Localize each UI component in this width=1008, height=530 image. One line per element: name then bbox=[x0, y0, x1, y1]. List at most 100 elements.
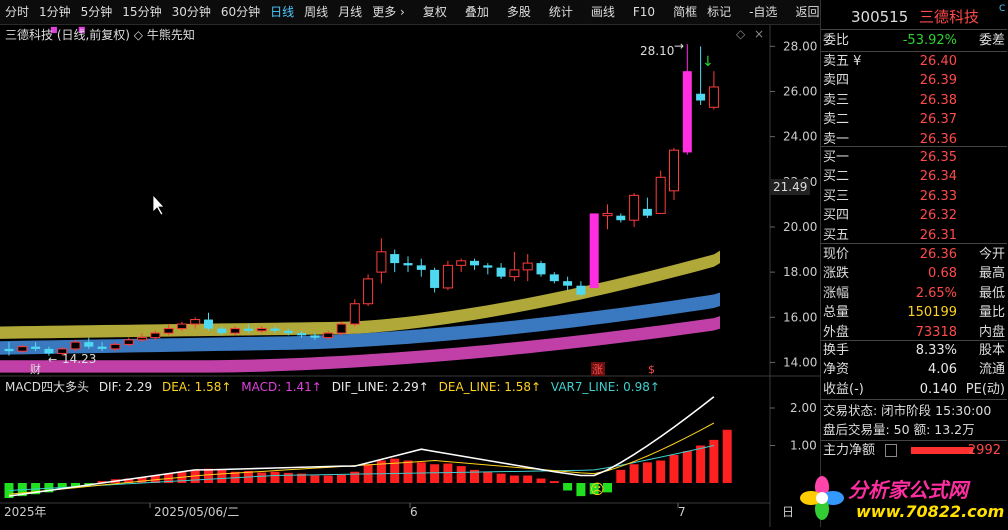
stat2-label2: 股本 bbox=[978, 343, 1005, 358]
macd-bar-red bbox=[323, 475, 333, 483]
macd-bar-red bbox=[310, 475, 320, 483]
candle-body bbox=[323, 332, 334, 339]
bid-label: 买四 bbox=[823, 208, 850, 224]
macd-bar-green bbox=[84, 483, 94, 485]
close-icon[interactable]: × bbox=[754, 27, 764, 41]
period-1min[interactable]: 1分钟 bbox=[39, 5, 71, 19]
overlay-button[interactable]: 叠加 bbox=[464, 5, 489, 19]
candle-body bbox=[297, 333, 307, 336]
stat2-label2: PE(动) bbox=[965, 381, 1005, 397]
stat2-value: 8.33% bbox=[915, 343, 957, 358]
period-60min[interactable]: 60分钟 bbox=[220, 5, 261, 19]
macd-bar-red bbox=[509, 475, 519, 483]
candle-body bbox=[270, 328, 280, 331]
period-15min[interactable]: 15分钟 bbox=[122, 5, 162, 19]
y-tick-label: 16.00 bbox=[783, 310, 817, 324]
svg-text:6: 6 bbox=[410, 505, 418, 519]
candle-body bbox=[708, 86, 719, 108]
sad-face-icon: ☹ bbox=[590, 482, 605, 498]
period-30min[interactable]: 30分钟 bbox=[171, 5, 211, 19]
bands-layer bbox=[0, 250, 720, 373]
indicator-macd: MACD: 1.41↑ bbox=[241, 380, 322, 394]
candle-body bbox=[217, 328, 227, 334]
diamond-icon[interactable]: ◇ bbox=[736, 27, 746, 41]
macd-bar-red bbox=[709, 439, 719, 483]
financial-marker: 财 bbox=[30, 362, 41, 376]
y-tick-label: 18.00 bbox=[783, 265, 817, 279]
f10-button[interactable]: F10 bbox=[632, 5, 656, 19]
y-tick-label: 24.00 bbox=[783, 130, 817, 144]
period-daily[interactable]: 日线 bbox=[270, 5, 295, 19]
divider bbox=[821, 340, 1007, 341]
top-dots: ■ ■ bbox=[50, 25, 85, 34]
after-hours-volume: 盘后交易量: 50 额: 13.2万 bbox=[823, 422, 975, 437]
macd-bar-red bbox=[656, 460, 666, 483]
macd-bar-red bbox=[376, 460, 386, 483]
multi-stock-button[interactable]: 多股 bbox=[506, 5, 531, 19]
watermark-logo: 分析家公式网 www.70822.com bbox=[798, 470, 1008, 527]
bid-label: 买五 bbox=[823, 227, 850, 243]
stat2-row-0: 换手 8.33% 股本 bbox=[823, 341, 1007, 360]
chart-title: 三德科技 (日线,前复权) ◇ 牛熊先知 bbox=[5, 28, 195, 42]
period-more[interactable]: 更多 › bbox=[372, 5, 405, 19]
ask-label: 卖四 bbox=[823, 73, 850, 89]
ask-value: 26.39 bbox=[919, 73, 957, 89]
macd-bar-red bbox=[536, 478, 546, 483]
period-fenshi[interactable]: 分时 bbox=[5, 5, 30, 19]
ma-band-magenta bbox=[0, 316, 720, 373]
candle-body bbox=[349, 303, 360, 325]
mark-button[interactable]: 标记 bbox=[707, 5, 732, 19]
candle-body bbox=[256, 328, 267, 332]
kline-chart[interactable]: 28.0026.0024.0022.0020.0018.0016.0014.00… bbox=[0, 0, 820, 527]
candle-body bbox=[442, 264, 453, 289]
mouse-cursor-icon bbox=[152, 193, 165, 216]
ask-row-3: 卖二 26.37 bbox=[823, 110, 1007, 129]
macd-bar-red bbox=[549, 481, 559, 483]
macd-bar-red bbox=[722, 429, 732, 483]
stats-button[interactable]: 统计 bbox=[548, 5, 573, 19]
stat2-value: 0.140 bbox=[919, 381, 957, 397]
candle-body bbox=[283, 330, 293, 334]
candle-body bbox=[84, 342, 94, 347]
ask-row-2: 卖三 26.38 bbox=[823, 91, 1007, 110]
divider bbox=[821, 29, 1007, 30]
period-5min[interactable]: 5分钟 bbox=[80, 5, 113, 19]
remove-watchlist-button[interactable]: -自选 bbox=[749, 5, 778, 19]
candle-body bbox=[123, 339, 134, 345]
macd-bar-red bbox=[403, 460, 413, 483]
watermark-url: www.70822.com bbox=[856, 502, 1005, 521]
bid-label: 买一 bbox=[823, 150, 850, 165]
candle-body bbox=[150, 332, 161, 339]
period-weekly[interactable]: 周线 bbox=[304, 5, 329, 19]
macd-bar-red bbox=[496, 473, 506, 483]
ask-label: 卖一 bbox=[823, 131, 850, 147]
macd-bar-red bbox=[456, 466, 466, 483]
candle-body bbox=[31, 346, 41, 349]
candle-body bbox=[163, 328, 174, 334]
period-monthly[interactable]: 月线 bbox=[338, 5, 363, 19]
list-icon[interactable] bbox=[885, 444, 897, 457]
stat-row-4: 外盘 73318 内盘 bbox=[823, 323, 1007, 342]
stat-label: 涨幅 bbox=[823, 285, 850, 301]
candle-body bbox=[376, 251, 387, 273]
stat2-label: 换手 bbox=[823, 343, 850, 358]
ask-value: 26.37 bbox=[919, 112, 957, 128]
ma-band-olive bbox=[0, 250, 720, 339]
flower-logo-icon bbox=[800, 476, 844, 520]
simple-frame-button[interactable]: 简框 bbox=[673, 5, 698, 19]
draw-line-button[interactable]: 画线 bbox=[590, 5, 615, 19]
candle-body bbox=[137, 337, 147, 341]
indicator-dif: DIF: 2.29 bbox=[98, 380, 153, 394]
macd-bar-green bbox=[589, 483, 599, 495]
fuquan-button[interactable]: 复权 bbox=[422, 5, 447, 19]
trade-status: 交易状态: 闭市阶段 15:30:00 bbox=[823, 403, 992, 418]
back-button[interactable]: 返回 bbox=[795, 5, 820, 19]
stat-label2: 最高 bbox=[978, 266, 1005, 282]
candle-body bbox=[57, 348, 68, 354]
candle-body bbox=[403, 263, 413, 266]
stat2-label: 收益(-) bbox=[823, 381, 864, 397]
candle-body bbox=[390, 254, 400, 264]
ask-label: 卖三 bbox=[823, 92, 850, 108]
candle-body bbox=[176, 323, 187, 330]
candle-body bbox=[549, 274, 559, 282]
